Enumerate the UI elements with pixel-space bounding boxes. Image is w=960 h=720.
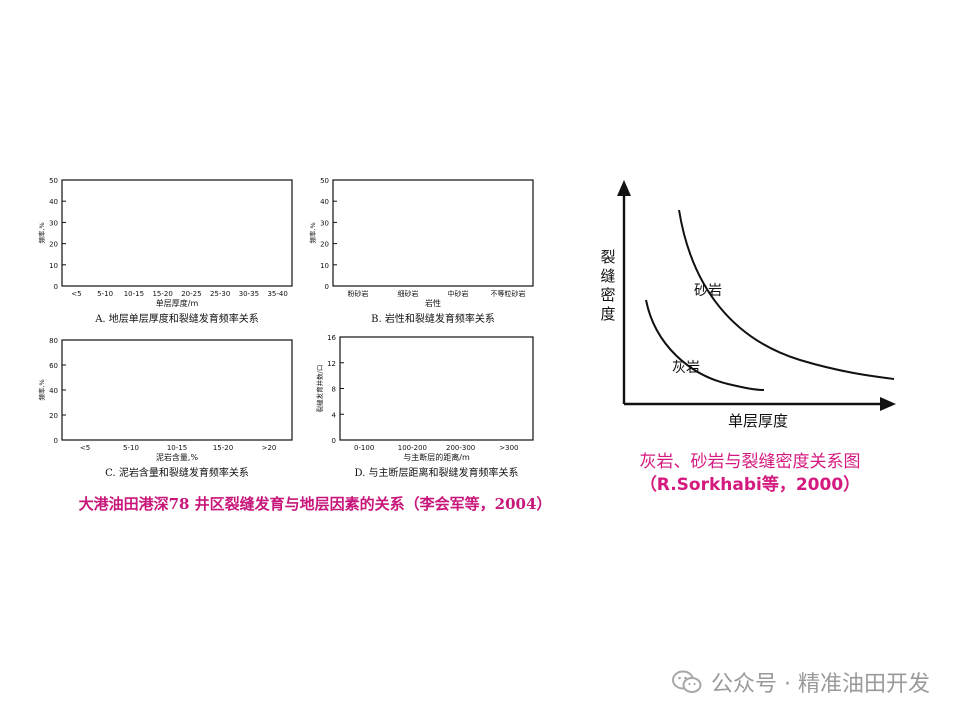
x-tick-label: 35-40 bbox=[267, 290, 287, 298]
x-tick-label: <5 bbox=[80, 444, 90, 452]
x-tick-label: 15-20 bbox=[213, 444, 233, 452]
schematic-y-arrow bbox=[617, 180, 631, 196]
series-label-limestone: 灰岩 bbox=[672, 360, 700, 376]
y-tick-label: 50 bbox=[49, 177, 58, 185]
left-figure-caption: 大港油田港深78 井区裂缝发育与地层因素的关系（李会军等，2004） bbox=[78, 495, 552, 513]
y-tick-label: 0 bbox=[332, 437, 336, 445]
y-tick-label: 40 bbox=[49, 387, 58, 395]
chart-caption: A. 地层单层厚度和裂缝发育频率关系 bbox=[94, 312, 259, 325]
y-tick-label: 60 bbox=[49, 362, 58, 370]
curve-sandstone bbox=[678, 209, 895, 380]
x-tick-label: >300 bbox=[499, 444, 518, 452]
x-tick-label: 200-300 bbox=[446, 444, 475, 452]
x-tick-label: 20-25 bbox=[181, 290, 201, 298]
y-tick-label: 20 bbox=[49, 412, 58, 420]
x-tick-label: 10-15 bbox=[167, 444, 187, 452]
x-tick-label: 5-10 bbox=[97, 290, 113, 298]
plot-frame bbox=[332, 179, 534, 287]
y-axis-label: 频率,% bbox=[37, 222, 46, 243]
y-tick-label: 0 bbox=[54, 437, 58, 445]
schematic-ylabel: 裂缝密度 bbox=[600, 248, 615, 323]
x-axis-label: 与主断层的距离/m bbox=[403, 452, 470, 462]
y-tick-label: 20 bbox=[320, 241, 329, 249]
plot-frame bbox=[61, 179, 293, 287]
x-tick-label: 中砂岩 bbox=[448, 289, 469, 298]
chart-caption: B. 岩性和裂缝发育频率关系 bbox=[371, 312, 495, 325]
y-tick-label: 30 bbox=[49, 219, 58, 227]
x-tick-label: <5 bbox=[71, 290, 81, 298]
schematic-chart: 裂缝密度 单层厚度 砂岩 灰岩 bbox=[600, 180, 896, 430]
y-tick-label: 12 bbox=[327, 360, 336, 368]
y-tick-label: 80 bbox=[49, 337, 58, 345]
x-axis-label: 单层厚度/m bbox=[156, 298, 199, 308]
y-tick-label: 0 bbox=[54, 283, 58, 291]
x-tick-label: 不等粒砂岩 bbox=[491, 289, 526, 298]
watermark: 公众号 · 精准油田开发 bbox=[671, 668, 930, 697]
x-tick-label: 细砂岩 bbox=[398, 289, 419, 298]
plot-frame bbox=[339, 336, 534, 441]
chart-caption: D. 与主断层距离和裂缝发育频率关系 bbox=[354, 466, 518, 479]
chart-caption: C. 泥岩含量和裂缝发育频率关系 bbox=[105, 466, 249, 479]
schematic-x-arrow bbox=[880, 397, 896, 411]
schematic-xlabel: 单层厚度 bbox=[728, 412, 788, 430]
x-tick-label: 粉砂岩 bbox=[348, 289, 369, 298]
bar-chart-0: 0 10 20 30 40 50 <5 5-10 10-15 15-20 20-25 25-30 30-… bbox=[37, 177, 293, 325]
schematic-title: 灰岩、砂岩与裂缝密度关系图 bbox=[639, 452, 861, 472]
y-tick-label: 10 bbox=[49, 262, 58, 270]
y-tick-label: 4 bbox=[332, 411, 337, 419]
y-tick-label: 16 bbox=[327, 334, 336, 342]
x-axis-label: 泥岩含量,% bbox=[156, 452, 199, 462]
y-tick-label: 8 bbox=[332, 386, 336, 394]
y-tick-label: 0 bbox=[325, 283, 329, 291]
y-tick-label: 40 bbox=[49, 198, 58, 206]
x-tick-label: 10-15 bbox=[124, 290, 144, 298]
bar-chart-3: 0 4 8 12 16 0-100 100-200 200-300 >300 与主断层的距离/m 裂… bbox=[315, 334, 534, 479]
x-tick-label: 15-20 bbox=[152, 290, 172, 298]
x-tick-label: 0-100 bbox=[354, 444, 374, 452]
schematic-subtitle: （R.Sorkhabi等，2000） bbox=[639, 475, 861, 495]
x-tick-label: 25-30 bbox=[210, 290, 230, 298]
y-tick-label: 10 bbox=[320, 262, 329, 270]
bar-chart-2: 0 20 40 60 80 <5 5-10 10-15 15-20 >20 泥岩含量,% 频率,% C.… bbox=[37, 337, 293, 479]
series-label-sandstone: 砂岩 bbox=[694, 283, 722, 299]
x-tick-label: 100-200 bbox=[398, 444, 427, 452]
y-tick-label: 40 bbox=[320, 198, 329, 206]
wechat-icon bbox=[672, 670, 702, 693]
x-axis-label: 岩性 bbox=[425, 298, 441, 308]
y-axis-label: 频率,% bbox=[37, 379, 46, 400]
y-axis-label: 频率,% bbox=[308, 222, 317, 243]
y-axis-label: 裂缝发育井数/口 bbox=[315, 365, 324, 413]
watermark-text: 公众号 · 精准油田开发 bbox=[711, 672, 930, 697]
x-tick-label: >20 bbox=[262, 444, 277, 452]
y-tick-label: 30 bbox=[320, 219, 329, 227]
curve-limestone bbox=[645, 299, 765, 391]
plot-frame bbox=[61, 339, 293, 441]
y-tick-label: 50 bbox=[320, 177, 329, 185]
y-tick-label: 20 bbox=[49, 241, 58, 249]
x-tick-label: 30-35 bbox=[239, 290, 259, 298]
x-tick-label: 5-10 bbox=[123, 444, 139, 452]
